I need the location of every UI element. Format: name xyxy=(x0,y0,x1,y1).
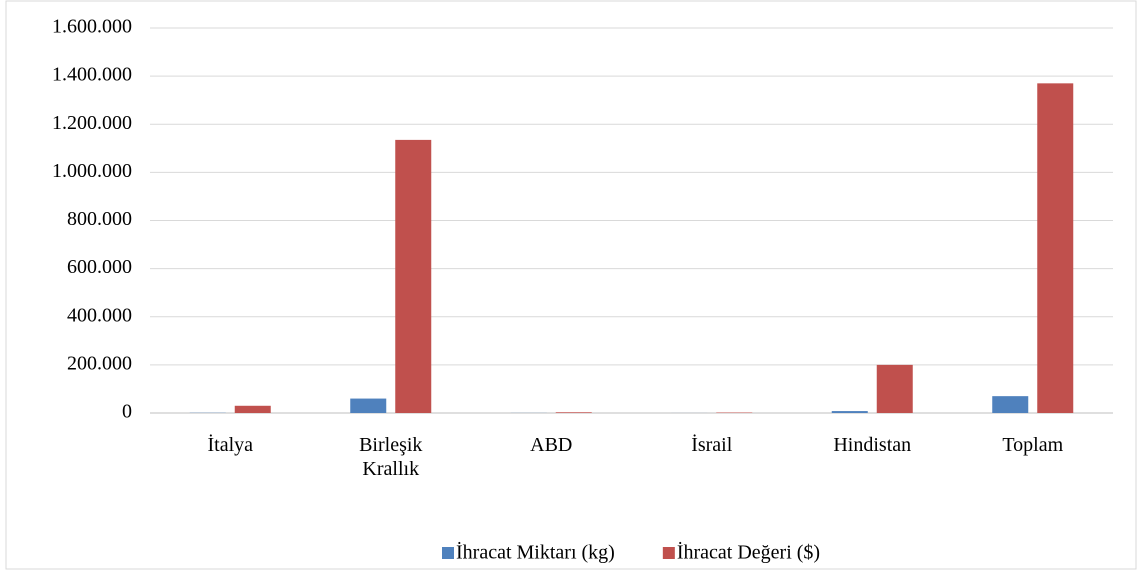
bar xyxy=(1037,83,1074,413)
frame xyxy=(5,0,1137,570)
y-tick-label: 1.600.000 xyxy=(52,16,132,38)
bar xyxy=(350,398,387,413)
x-tick-label: İsrail xyxy=(691,434,733,456)
bar xyxy=(831,411,868,413)
bar xyxy=(876,364,913,413)
y-tick-label: 400.000 xyxy=(67,304,132,326)
x-tick-label: Birleşik Krallık xyxy=(359,434,423,480)
y-tick-label: 800.000 xyxy=(67,208,132,230)
legend-swatch xyxy=(442,547,454,559)
y-tick-label: 1.000.000 xyxy=(52,160,132,182)
bar xyxy=(395,139,432,413)
x-tick-label: Hindistan xyxy=(833,434,912,456)
x-tick-label: İtalya xyxy=(207,434,254,456)
y-tick-label: 1.200.000 xyxy=(52,112,132,134)
y-tick-label: 600.000 xyxy=(67,256,132,278)
y-tick-label: 200.000 xyxy=(67,352,132,374)
y-tick-label: 0 xyxy=(122,401,132,423)
x-tick-label: Toplam xyxy=(1002,434,1064,456)
legend-label: İhracat Miktarı (kg) xyxy=(456,541,615,564)
legend-label: İhracat Değeri ($) xyxy=(677,541,820,564)
bar xyxy=(234,405,271,413)
bar xyxy=(555,412,592,413)
x-tick-label: ABD xyxy=(530,434,573,456)
legend-swatch xyxy=(662,547,675,559)
bar xyxy=(992,396,1029,413)
y-tick-label: 1.400.000 xyxy=(52,64,132,86)
